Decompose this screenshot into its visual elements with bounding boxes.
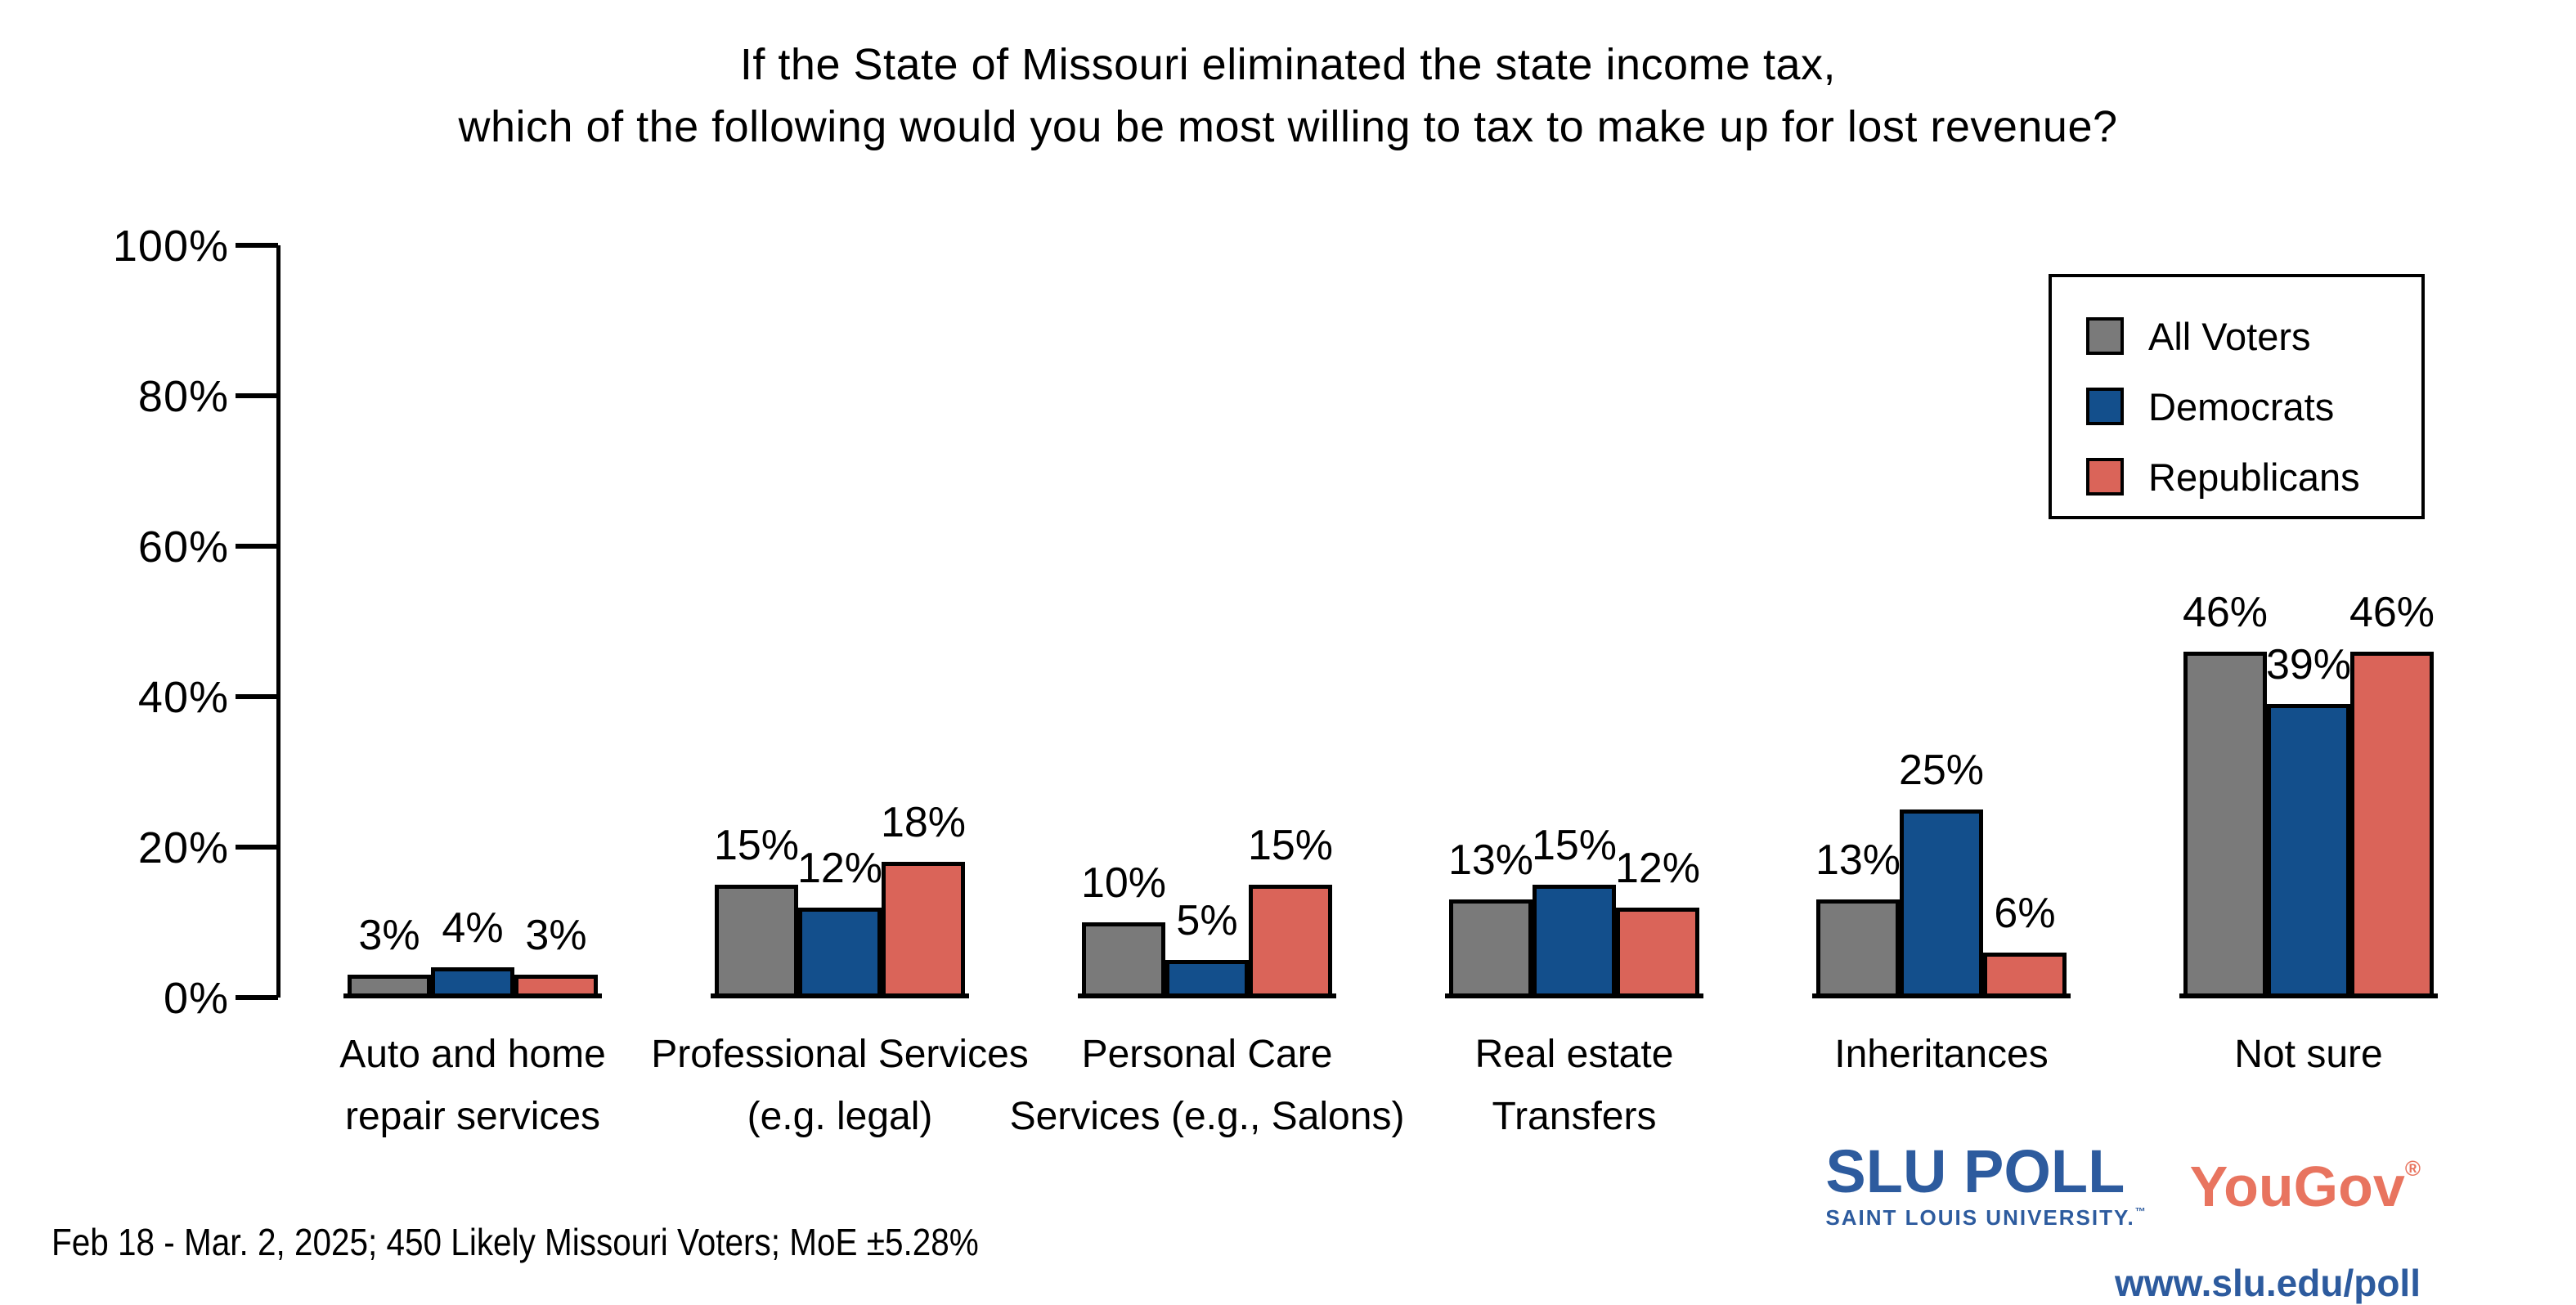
category-label-line: (e.g. legal) — [747, 1095, 933, 1138]
bar-value-label: 5% — [1176, 897, 1238, 944]
bar-all-voters — [1816, 899, 1900, 998]
bar-value-label: 10% — [1080, 859, 1167, 907]
bar-value-label: 4% — [442, 904, 504, 952]
category-label-line: Services (e.g., Salons) — [1009, 1095, 1405, 1138]
survey-footnote: Feb 18 - Mar. 2, 2025; 450 Likely Missou… — [52, 1221, 979, 1263]
y-tick-label: 80% — [137, 372, 229, 421]
legend-box: All Voters Democrats Republicans — [2049, 274, 2425, 519]
bar-value-label: 13% — [1447, 836, 1534, 884]
bar-republicans — [1249, 885, 1332, 998]
bar-democrats — [2267, 704, 2350, 998]
site-url: www.slu.edu/poll — [2115, 1262, 2421, 1304]
yougov-logo: YouGov® — [2190, 1158, 2421, 1215]
bar-value-label: 3% — [525, 912, 587, 959]
bar-value-label: 15% — [1247, 822, 1334, 869]
bar-democrats — [1533, 885, 1616, 998]
registered-symbol: ® — [2404, 1156, 2421, 1181]
legend-item-democrats: Democrats — [2086, 377, 2421, 436]
y-tick-label: 60% — [137, 522, 229, 572]
bar-all-voters — [715, 885, 798, 998]
slu-university-text: SAINT LOUIS UNIVERSITY. — [1825, 1205, 2135, 1231]
bar-value-label: 46% — [2349, 589, 2435, 636]
y-tick-label: 20% — [137, 823, 229, 872]
legend-label: Democrats — [2148, 384, 2335, 428]
slu-poll-wordmark: SLU POLL — [1825, 1137, 2125, 1205]
legend-swatch-all-voters — [2086, 317, 2124, 355]
y-axis-line — [276, 245, 280, 998]
y-tick — [236, 243, 278, 248]
bar-republicans — [1616, 908, 1699, 998]
x-baseline-segment — [711, 993, 969, 998]
category-label-line: Personal Care — [1081, 1033, 1333, 1076]
branding-block: SLU POLL SAINT LOUIS UNIVERSITY.™ YouGov… — [1825, 1141, 2421, 1305]
slu-poll-logo: SLU POLL SAINT LOUIS UNIVERSITY.™ — [1825, 1137, 2147, 1231]
trademark-symbol: ™ — [2134, 1205, 2147, 1218]
y-tick — [236, 393, 278, 398]
category-label-line: Professional Services — [651, 1033, 1029, 1076]
y-tick — [236, 694, 278, 699]
legend-label: Republicans — [2148, 455, 2360, 499]
bar-republicans — [2350, 652, 2434, 998]
bar-value-label: 39% — [2265, 641, 2352, 688]
legend-item-all-voters: All Voters — [2086, 307, 2421, 365]
bar-democrats — [798, 908, 882, 998]
category-label-line: repair services — [344, 1095, 601, 1138]
bar-all-voters — [1449, 899, 1533, 998]
bar-value-label: 12% — [797, 845, 883, 892]
chart-title-line1: If the State of Missouri eliminated the … — [739, 40, 1837, 89]
bar-value-label: 15% — [713, 822, 800, 869]
bar-value-label: 18% — [880, 799, 967, 846]
y-tick-label: 100% — [112, 222, 229, 271]
y-tick — [236, 995, 278, 1000]
chart-title-line2: which of the following would you be most… — [458, 102, 2118, 151]
category-label-line: Auto and home — [339, 1033, 606, 1076]
category-label-line: Real estate — [1474, 1033, 1674, 1076]
bar-democrats — [1165, 960, 1249, 998]
slu-university-wordmark: SAINT LOUIS UNIVERSITY.™ — [1825, 1205, 2147, 1231]
legend-swatch-democrats — [2086, 388, 2124, 425]
bar-value-label: 15% — [1531, 822, 1618, 869]
category-label-line: Not sure — [2234, 1033, 2383, 1076]
bar-republicans — [1983, 953, 2067, 998]
bar-all-voters — [2183, 652, 2267, 998]
logo-row: SLU POLL SAINT LOUIS UNIVERSITY.™ YouGov… — [1825, 1141, 2421, 1248]
y-tick-label: 40% — [137, 673, 229, 722]
x-baseline-segment — [1078, 993, 1336, 998]
x-baseline-segment — [343, 993, 602, 998]
bar-value-label: 3% — [358, 912, 420, 959]
y-tick — [236, 845, 278, 850]
category-label-line: Inheritances — [1834, 1033, 2049, 1076]
legend-item-republicans: Republicans — [2086, 447, 2421, 506]
x-baseline-segment — [2179, 993, 2438, 998]
bar-republicans — [882, 862, 965, 998]
legend-swatch-republicans — [2086, 458, 2124, 496]
x-baseline-segment — [1445, 993, 1703, 998]
bar-value-label: 46% — [2182, 589, 2269, 636]
category-label-line: Transfers — [1492, 1095, 1657, 1138]
bar-value-label: 13% — [1815, 836, 1901, 884]
bar-value-label: 12% — [1614, 845, 1701, 892]
y-tick-label: 0% — [163, 974, 229, 1023]
bar-democrats — [1900, 809, 1983, 998]
legend-label: All Voters — [2148, 314, 2311, 358]
x-baseline-segment — [1812, 993, 2071, 998]
bar-value-label: 25% — [1898, 747, 1985, 794]
bar-value-label: 6% — [1994, 890, 2056, 937]
y-tick — [236, 544, 278, 549]
yougov-wordmark: YouGov — [2189, 1155, 2405, 1218]
